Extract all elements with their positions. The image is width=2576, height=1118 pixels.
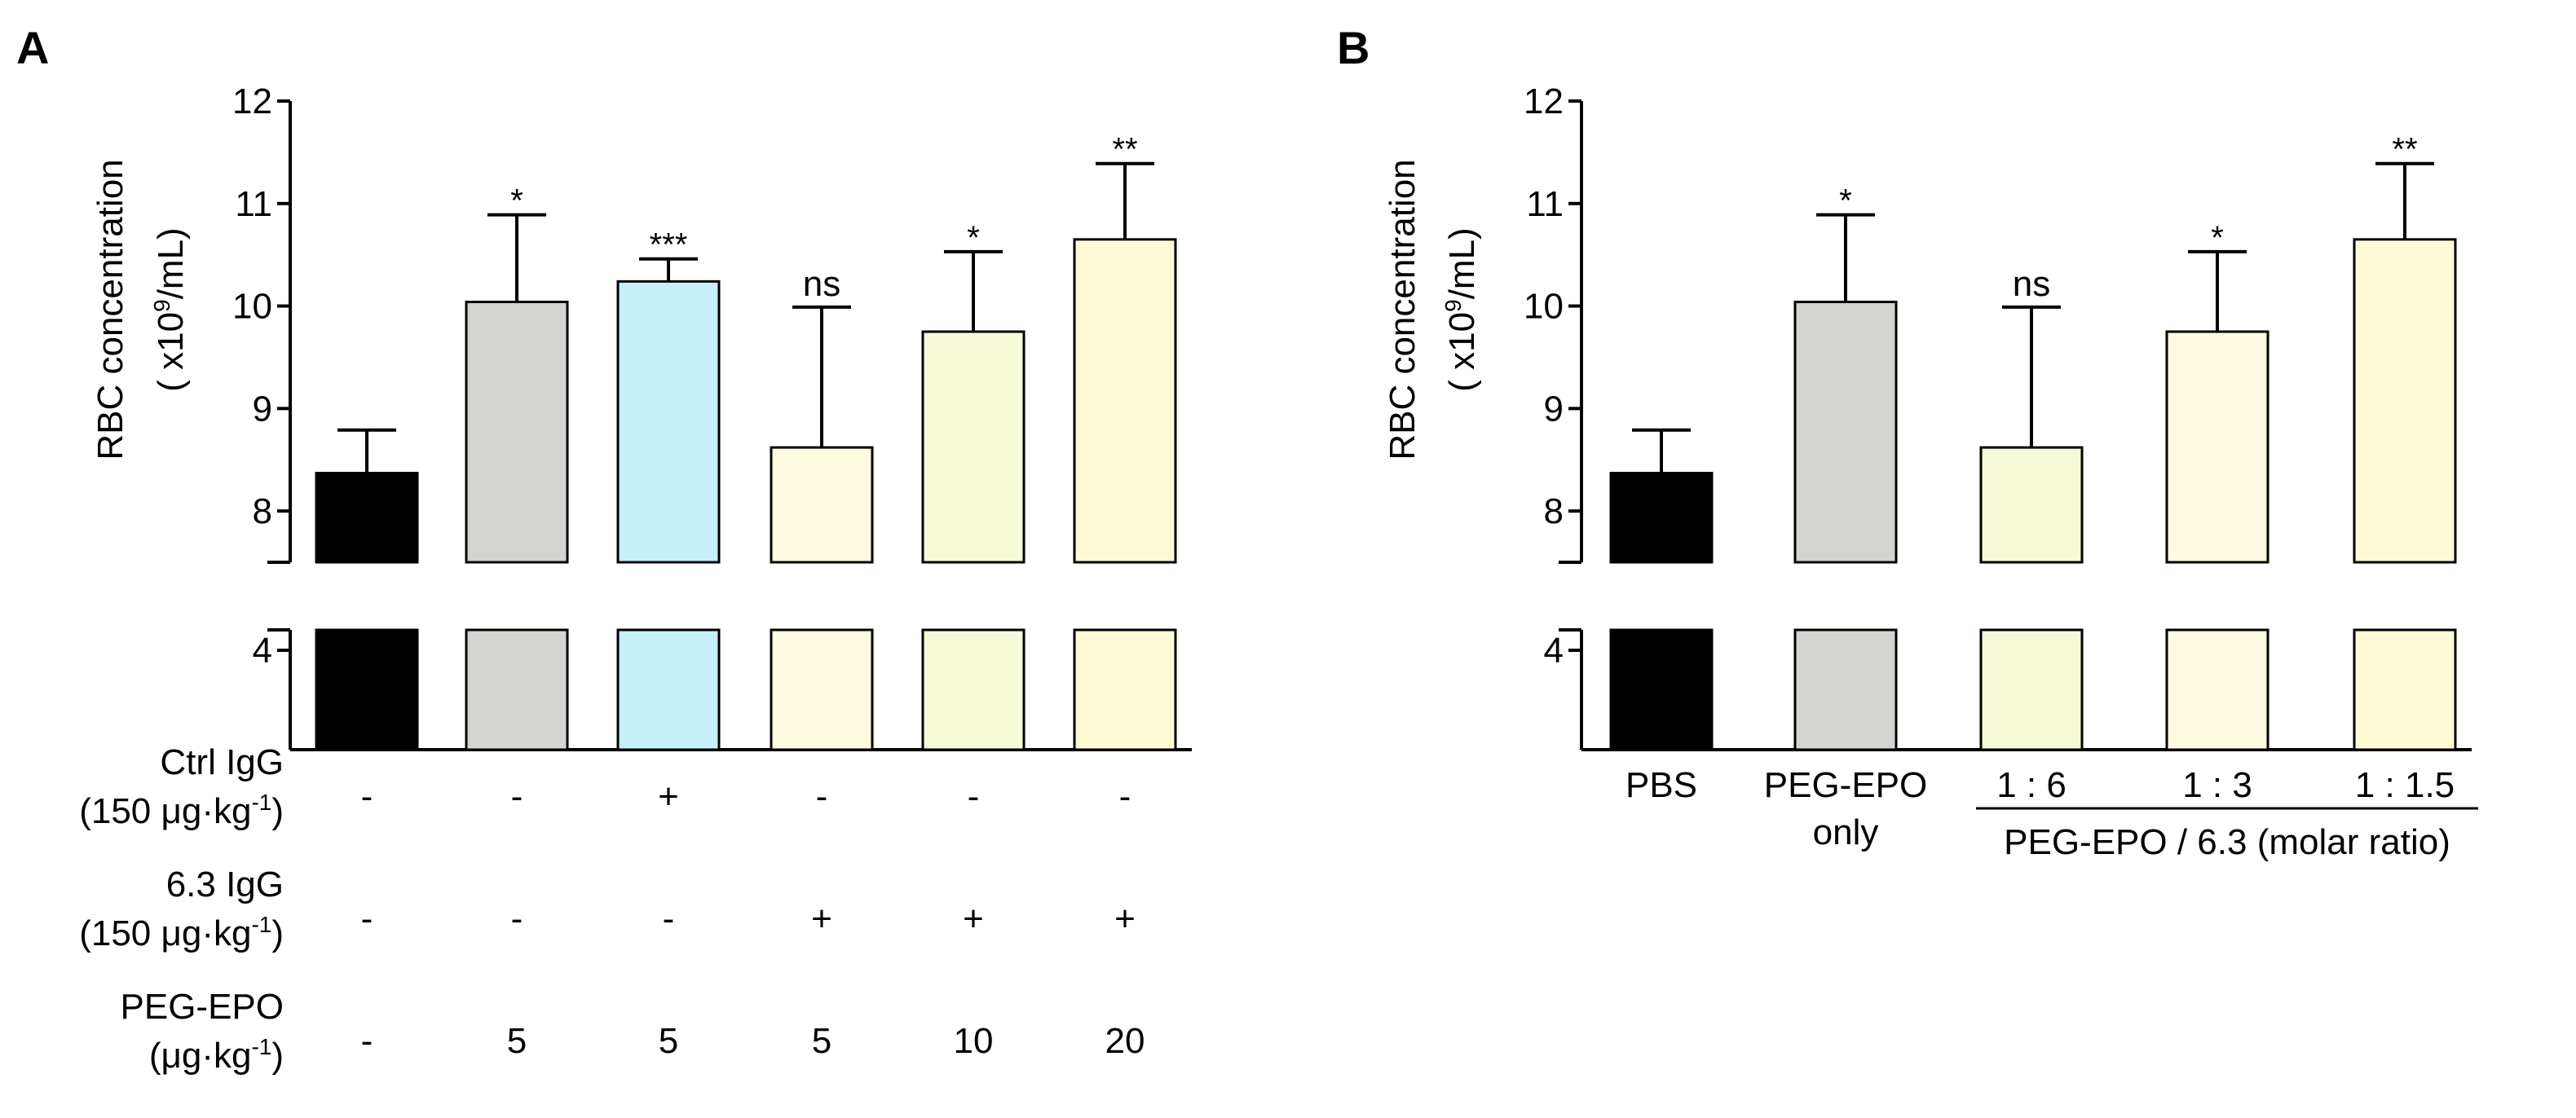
panel-a-condition-value: 20 <box>1105 1021 1145 1061</box>
panel-a-condition-value: + <box>658 777 679 816</box>
panel-b-sig-label: ns <box>2013 264 2050 304</box>
panel-a-condition-value: - <box>361 1021 373 1061</box>
panel-b-ylabel-line2: ( x109/mL) <box>1440 227 1482 391</box>
panel-a-bar <box>1073 238 1177 564</box>
panel-b-bar <box>1793 301 1898 564</box>
panel-a-condition-value: 5 <box>507 1021 527 1061</box>
panel-a-condition-label-line1: 6.3 IgG <box>166 865 284 905</box>
panel-b-bar-lower <box>2353 628 2457 751</box>
panel-b-ytick-label: 11 <box>1526 184 1564 224</box>
panel-a-condition-value: - <box>361 777 373 816</box>
panel-b-letter: B <box>1337 22 1370 73</box>
panel-a-condition-value: 5 <box>812 1021 831 1061</box>
panel-a-condition-label-line2: (150 μg·kg-1) <box>79 790 284 831</box>
panel-a-condition-value: - <box>361 899 373 939</box>
panel-a-condition-label-line2: (150 μg·kg-1) <box>79 912 284 953</box>
panel-a-ytick-label: 8 <box>253 491 272 531</box>
panel-a-ytick-label: 12 <box>232 81 272 121</box>
panel-a-condition-value: + <box>811 899 832 939</box>
panel-b-x-tick-label: 1 : 1.5 <box>2355 765 2455 805</box>
panel-a-bar <box>315 472 419 564</box>
panel-a-condition-label-line1: PEG-EPO <box>121 987 285 1027</box>
panel-a-ytick-label: 10 <box>232 287 272 327</box>
panel-a-ylabel-line2: ( x109/mL) <box>149 227 191 391</box>
panel-b-x-tick-label: only <box>1813 812 1879 852</box>
panel-a-ytick-label: 11 <box>235 184 272 224</box>
panel-b-bar <box>2353 238 2457 564</box>
panel-a-sig-label: * <box>510 183 523 219</box>
panel-b-ytick-label: 9 <box>1544 389 1564 429</box>
panel-a-condition-value: - <box>816 777 828 816</box>
panel-a-condition-value: - <box>1119 777 1131 816</box>
panel-a-sig-label: ns <box>803 264 840 304</box>
panel-b-x-tick-label: 1 : 6 <box>1996 765 2067 805</box>
panel-b-sig-label: ** <box>2392 132 2417 168</box>
panel-a-condition-value: + <box>1114 899 1136 939</box>
panel-b-bar-lower <box>1793 628 1898 751</box>
panel-a-condition-value: + <box>963 899 984 939</box>
panel-a-condition-value: - <box>511 899 523 939</box>
panel-a-condition-value: - <box>968 777 980 816</box>
panel-a-condition-label-line2: (μg·kg-1) <box>149 1034 284 1076</box>
panel-a-bar-lower <box>921 628 1026 751</box>
panel-b-ytick-label: 8 <box>1544 491 1564 531</box>
panel-b-bar-lower <box>1979 628 2084 751</box>
panel-a-ytick-lower-label: 4 <box>253 631 272 671</box>
panel-b-ytick-label: 12 <box>1524 81 1564 121</box>
panel-a-condition-value: 5 <box>659 1021 678 1061</box>
panel-a-ylabel-line1: RBC concentration <box>90 159 130 460</box>
panel-b-x-tick-label: 1 : 3 <box>2182 765 2252 805</box>
panel-a-ytick-label: 9 <box>253 389 272 429</box>
panel-a-bar-lower <box>465 628 569 751</box>
panel-b-x-tick-label: PEG-EPO <box>1764 765 1928 805</box>
panel-b-bar-lower <box>2165 628 2269 751</box>
panel-b-bar <box>2165 330 2269 564</box>
panel-b-ytick-lower-label: 4 <box>1544 631 1564 671</box>
panel-a-condition-value: - <box>663 899 675 939</box>
panel-a-bar <box>465 301 569 564</box>
panel-a-sig-label: *** <box>650 227 688 263</box>
panel-a-bar-lower <box>1073 628 1177 751</box>
panel-a-bar <box>770 446 874 564</box>
panel-a-condition-label-line1: Ctrl IgG <box>160 742 284 782</box>
panel-b-bar <box>1979 446 2084 564</box>
panel-b-bar-lower <box>1609 628 1714 751</box>
panel-b-ylabel-line1: RBC concentration <box>1383 159 1423 460</box>
panel-b-group-label: PEG-EPO / 6.3 (molar ratio) <box>2004 822 2450 862</box>
panel-b-bar <box>1609 472 1714 564</box>
panel-a-bar <box>616 280 721 564</box>
panel-b-ytick-label: 10 <box>1524 287 1564 327</box>
panel-a-bar-lower <box>616 628 721 751</box>
panel-a-condition-value: 10 <box>954 1021 994 1061</box>
panel-a-condition-value: - <box>511 777 523 816</box>
panel-b-sig-label: * <box>1839 183 1852 219</box>
panel-a-sig-label: * <box>967 220 980 256</box>
panel-a-sig-label: ** <box>1112 132 1137 168</box>
panel-a-bar-lower <box>315 628 419 751</box>
panel-a-bar <box>921 330 1026 564</box>
panel-a-bar-lower <box>770 628 874 751</box>
panel-b-x-tick-label: PBS <box>1625 765 1697 805</box>
panel-b: B RBC concentration ( x109/mL) 8 9 10 11 12 4… <box>1337 22 2478 862</box>
panel-b-sig-label: * <box>2211 220 2224 256</box>
panel-a-letter: A <box>16 22 49 73</box>
panel-a: A RBC concentration ( x109/mL) 8 9 10 11 12 4… <box>16 22 1192 1076</box>
